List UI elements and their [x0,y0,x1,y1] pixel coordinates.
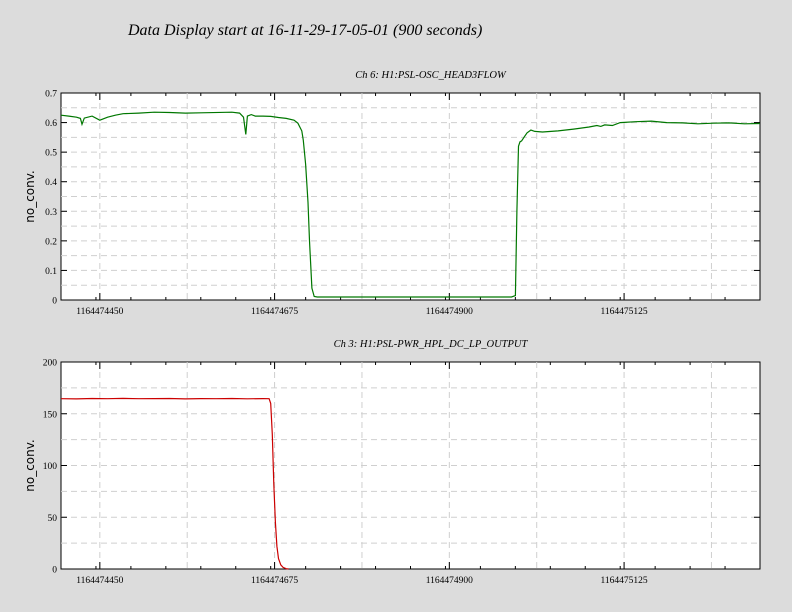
x-tick-label: 1164475125 [601,307,648,317]
page-title: Data Display start at 16-11-29-17-05-01 … [128,22,483,39]
x-tick-label: 1164475125 [601,576,648,586]
x-tick-label: 1164474900 [426,576,473,586]
y-tick-label: 200 [43,359,58,369]
x-tick-label: 1164474450 [76,307,123,317]
y-axis-label: no_conv. [23,170,37,222]
plot-title: Ch 3: H1:PSL-PWR_HPL_DC_LP_OUTPUT [334,339,529,350]
y-tick-label: 0 [52,566,57,576]
y-tick-label: 0.1 [45,267,57,277]
y-tick-label: 0.4 [45,178,57,188]
y-tick-label: 0.2 [45,237,57,247]
y-tick-label: 0 [52,297,57,307]
y-axis-label: no_conv. [23,439,37,491]
x-tick-label: 1164474450 [76,576,123,586]
series-line [60,111,761,298]
y-tick-label: 0.3 [45,208,57,218]
x-tick-label: 1164474675 [251,307,298,317]
y-tick-label: 0.5 [45,149,57,159]
x-tick-label: 1164474900 [426,307,473,317]
series-line [60,397,289,570]
y-tick-label: 0.6 [45,119,57,129]
y-tick-label: 150 [43,410,58,420]
ch6-plot: Ch 6: H1:PSL-OSC_HEAD3FLOW 1164474450 1164… [23,70,761,317]
y-tick-label: 100 [43,462,58,472]
x-tick-label: 1164474675 [251,576,298,586]
ch3-plot: Ch 3: H1:PSL-PWR_HPL_DC_LP_OUTPUT 1164474… [23,339,761,586]
y-tick-label: 50 [48,514,58,524]
plot-title: Ch 6: H1:PSL-OSC_HEAD3FLOW [355,70,507,81]
y-tick-label: 0.7 [45,90,57,100]
